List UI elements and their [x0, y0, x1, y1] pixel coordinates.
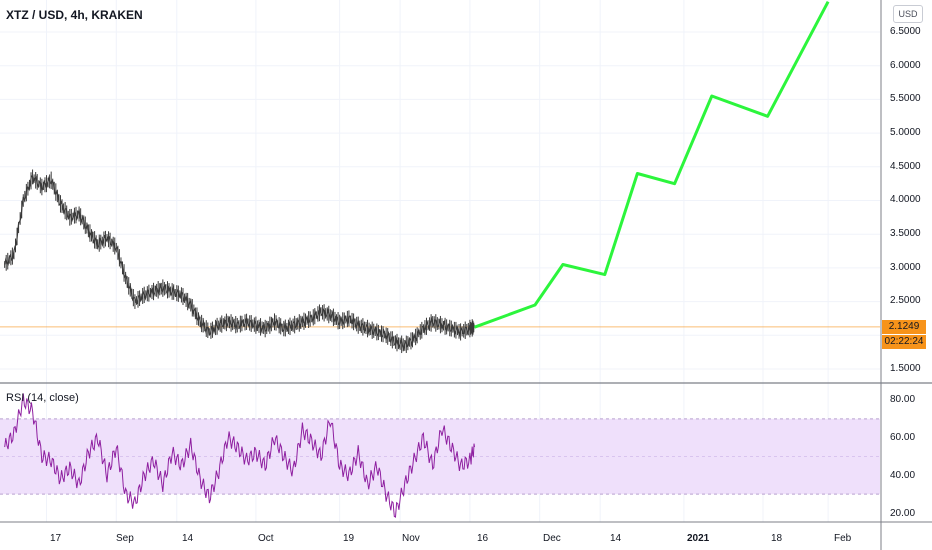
time-tick: 14	[610, 533, 622, 544]
time-tick: 14	[182, 533, 194, 544]
price-tick: 5.0000	[890, 127, 921, 138]
price-tick: 3.5000	[890, 228, 921, 239]
price-tick: 1.5000	[890, 363, 921, 374]
rsi-tick: 60.00	[890, 432, 916, 443]
time-tick: Oct	[258, 533, 274, 544]
bar-countdown-tag: 02:22:24	[882, 335, 926, 349]
rsi-tick: 40.00	[890, 470, 916, 481]
time-tick: Dec	[543, 533, 561, 544]
time-tick: 19	[343, 533, 355, 544]
rsi-indicator-title[interactable]: RSI (14, close)	[6, 392, 79, 404]
price-tick: 4.5000	[890, 161, 921, 172]
price-tick: 6.5000	[890, 26, 921, 37]
price-tick: 3.0000	[890, 262, 921, 273]
price-tick: 4.0000	[890, 194, 921, 205]
currency-badge[interactable]: USD	[893, 5, 923, 23]
time-tick: Nov	[402, 533, 420, 544]
time-tick: 18	[771, 533, 783, 544]
time-tick: 17	[50, 533, 62, 544]
rsi-grid	[0, 418, 880, 495]
projection-line	[473, 0, 830, 329]
rsi-tick: 20.00	[890, 508, 916, 519]
symbol-title[interactable]: XTZ / USD, 4h, KRAKEN	[6, 8, 143, 22]
rsi-line	[4, 393, 475, 518]
price-tick: 6.0000	[890, 60, 921, 71]
price-candles	[4, 169, 475, 354]
time-tick-year: 2021	[687, 533, 710, 544]
price-series-line	[4, 174, 476, 351]
last-price-tag: 2.1249	[882, 320, 926, 334]
time-tick: 16	[477, 533, 489, 544]
time-tick: Feb	[834, 533, 852, 544]
time-tick: Sep	[116, 533, 134, 544]
price-tick: 5.5000	[890, 93, 921, 104]
price-tick: 2.5000	[890, 295, 921, 306]
rsi-tick: 80.00	[890, 394, 916, 405]
